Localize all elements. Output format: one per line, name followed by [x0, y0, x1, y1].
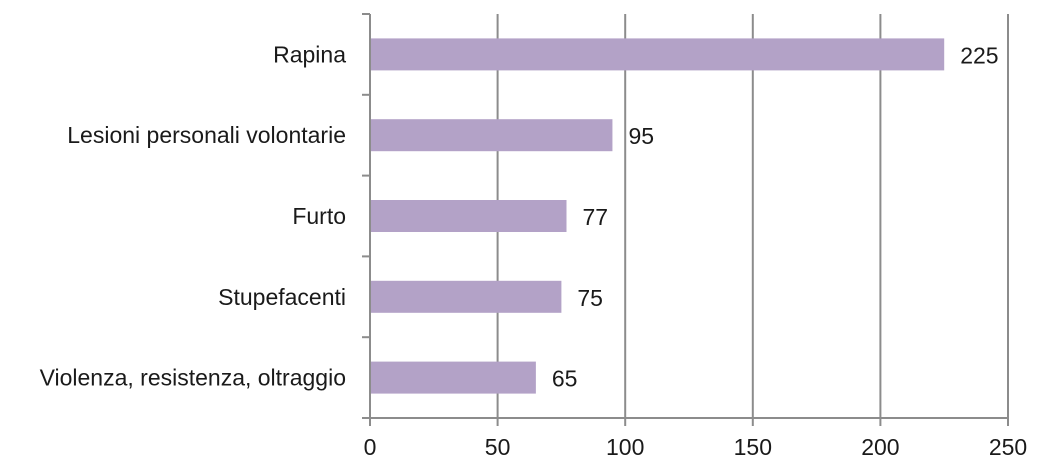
category-label: Furto [292, 203, 346, 229]
data-label: 225 [960, 42, 998, 68]
category-label: Lesioni personali volontarie [67, 122, 346, 148]
data-label: 77 [583, 204, 609, 230]
bar-4 [370, 361, 536, 394]
bar-0 [370, 38, 945, 71]
category-label: Stupefacenti [218, 284, 346, 310]
gridlines [496, 14, 1009, 418]
bar-3 [370, 280, 562, 313]
data-label: 95 [628, 123, 654, 149]
category-label: Rapina [273, 41, 346, 67]
axes [362, 13, 1009, 426]
x-tick-label: 150 [734, 434, 772, 460]
bar-2 [370, 200, 567, 232]
x-tick-label: 100 [606, 434, 644, 460]
data-label: 75 [577, 285, 603, 311]
bar-1 [370, 119, 613, 152]
x-tick-label: 200 [861, 434, 899, 460]
category-label: Violenza, resistenza, oltraggio [40, 365, 346, 391]
bars [370, 38, 945, 394]
x-tick-label: 250 [989, 434, 1027, 460]
x-tick-label: 50 [485, 434, 511, 460]
x-tick-label: 0 [364, 434, 377, 460]
data-label: 65 [552, 366, 578, 392]
labels: 0 50 100 150 200 250 Rapina 225 Lesioni personal… [40, 41, 1028, 460]
